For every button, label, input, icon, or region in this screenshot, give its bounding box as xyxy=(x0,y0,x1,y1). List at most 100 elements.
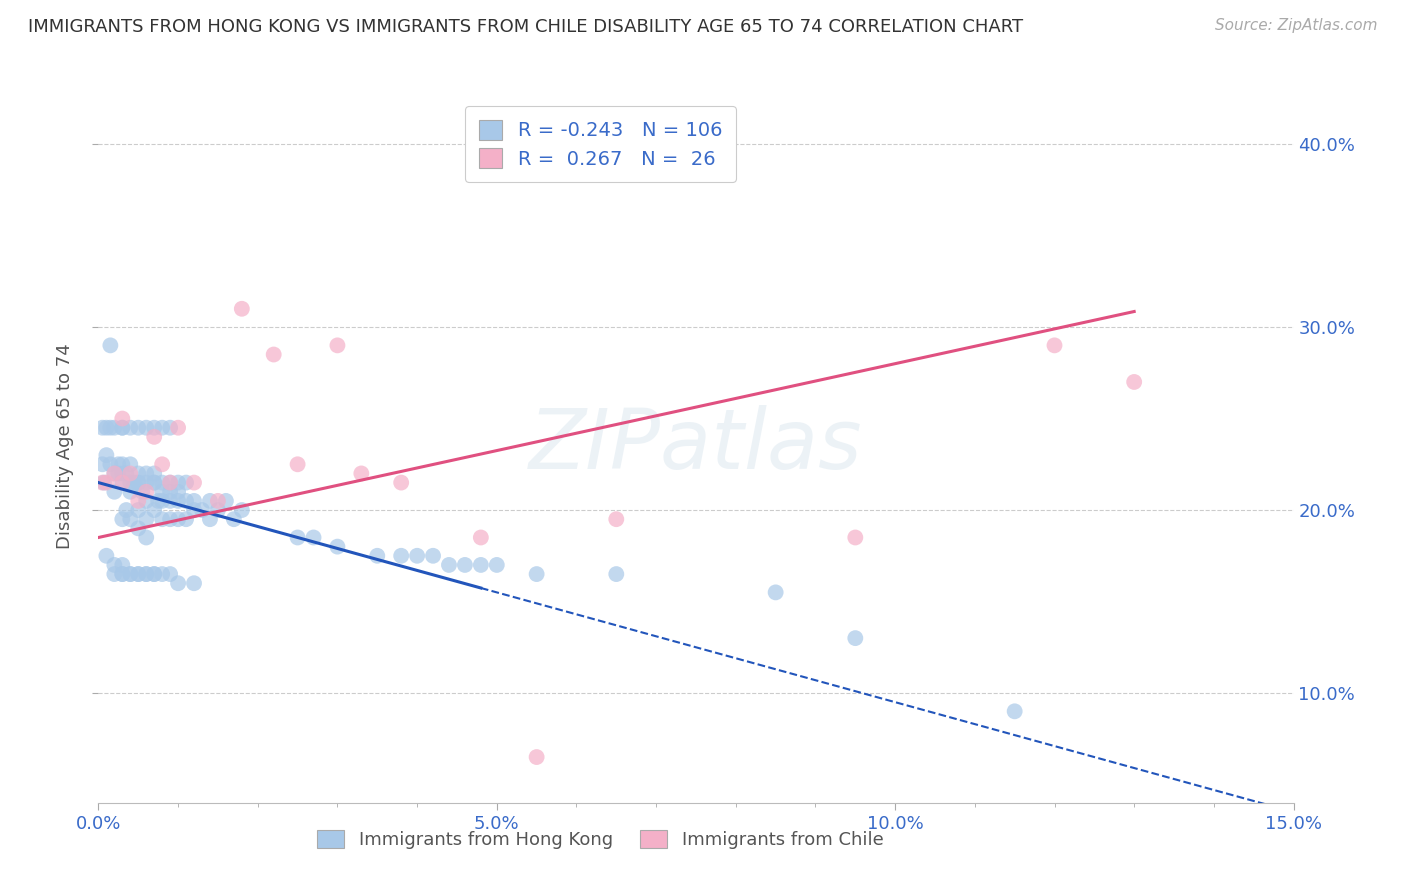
Point xyxy=(765,585,787,599)
Point xyxy=(167,512,190,526)
Point xyxy=(98,338,122,352)
Point xyxy=(526,567,548,582)
Point xyxy=(135,467,157,481)
Point xyxy=(103,467,125,481)
Point xyxy=(174,475,197,490)
Point xyxy=(107,467,129,481)
Point xyxy=(231,301,253,316)
Point xyxy=(111,567,134,582)
Point xyxy=(127,475,149,490)
Point xyxy=(470,531,492,545)
Point xyxy=(366,549,388,563)
Point xyxy=(215,494,238,508)
Point xyxy=(103,420,125,434)
Point xyxy=(143,567,166,582)
Point xyxy=(107,458,129,472)
Point xyxy=(127,494,149,508)
Point xyxy=(124,475,146,490)
Point xyxy=(389,475,412,490)
Point xyxy=(91,458,114,472)
Point xyxy=(302,531,325,545)
Point xyxy=(198,512,221,526)
Point xyxy=(120,458,142,472)
Point xyxy=(127,503,149,517)
Point xyxy=(111,475,134,490)
Point xyxy=(1123,375,1146,389)
Point xyxy=(98,458,122,472)
Point xyxy=(96,448,118,462)
Point xyxy=(422,549,444,563)
Point xyxy=(120,475,142,490)
Point xyxy=(437,558,460,572)
Point xyxy=(389,549,412,563)
Point xyxy=(120,567,142,582)
Point xyxy=(150,494,173,508)
Point xyxy=(167,576,190,591)
Point xyxy=(120,420,142,434)
Point xyxy=(526,750,548,764)
Point xyxy=(115,467,138,481)
Point xyxy=(207,494,229,508)
Point xyxy=(131,484,153,499)
Point xyxy=(120,467,142,481)
Point xyxy=(127,467,149,481)
Point xyxy=(191,503,214,517)
Point xyxy=(96,420,118,434)
Point xyxy=(263,347,285,361)
Point xyxy=(103,558,125,572)
Point xyxy=(167,484,190,499)
Point xyxy=(143,567,166,582)
Y-axis label: Disability Age 65 to 74: Disability Age 65 to 74 xyxy=(56,343,75,549)
Point xyxy=(150,458,173,472)
Point xyxy=(111,475,134,490)
Point xyxy=(111,467,134,481)
Point xyxy=(183,475,205,490)
Point xyxy=(143,467,166,481)
Point xyxy=(148,494,170,508)
Point xyxy=(98,420,122,434)
Text: IMMIGRANTS FROM HONG KONG VS IMMIGRANTS FROM CHILE DISABILITY AGE 65 TO 74 CORRE: IMMIGRANTS FROM HONG KONG VS IMMIGRANTS … xyxy=(28,18,1024,36)
Point xyxy=(159,484,181,499)
Point xyxy=(326,540,349,554)
Point xyxy=(143,475,166,490)
Point xyxy=(183,503,205,517)
Point xyxy=(167,420,190,434)
Point xyxy=(231,503,253,517)
Point xyxy=(159,420,181,434)
Point xyxy=(135,475,157,490)
Point xyxy=(485,558,508,572)
Point xyxy=(96,549,118,563)
Point xyxy=(150,567,173,582)
Point xyxy=(135,531,157,545)
Point xyxy=(135,567,157,582)
Point xyxy=(127,567,149,582)
Point xyxy=(350,467,373,481)
Legend: Immigrants from Hong Kong, Immigrants from Chile: Immigrants from Hong Kong, Immigrants fr… xyxy=(308,821,893,858)
Point xyxy=(207,503,229,517)
Point xyxy=(1043,338,1066,352)
Point xyxy=(844,631,866,645)
Point xyxy=(96,475,118,490)
Point xyxy=(159,494,181,508)
Point xyxy=(326,338,349,352)
Point xyxy=(159,475,181,490)
Point xyxy=(91,420,114,434)
Point xyxy=(111,458,134,472)
Point xyxy=(115,503,138,517)
Text: Source: ZipAtlas.com: Source: ZipAtlas.com xyxy=(1215,18,1378,33)
Point xyxy=(127,521,149,535)
Point xyxy=(143,475,166,490)
Point xyxy=(143,503,166,517)
Point xyxy=(111,567,134,582)
Point xyxy=(111,558,134,572)
Point xyxy=(222,512,245,526)
Point xyxy=(1004,704,1026,718)
Point xyxy=(135,484,157,499)
Point xyxy=(605,512,627,526)
Point xyxy=(111,512,134,526)
Point xyxy=(103,467,125,481)
Point xyxy=(183,494,205,508)
Point xyxy=(150,484,173,499)
Point xyxy=(167,475,190,490)
Point xyxy=(406,549,429,563)
